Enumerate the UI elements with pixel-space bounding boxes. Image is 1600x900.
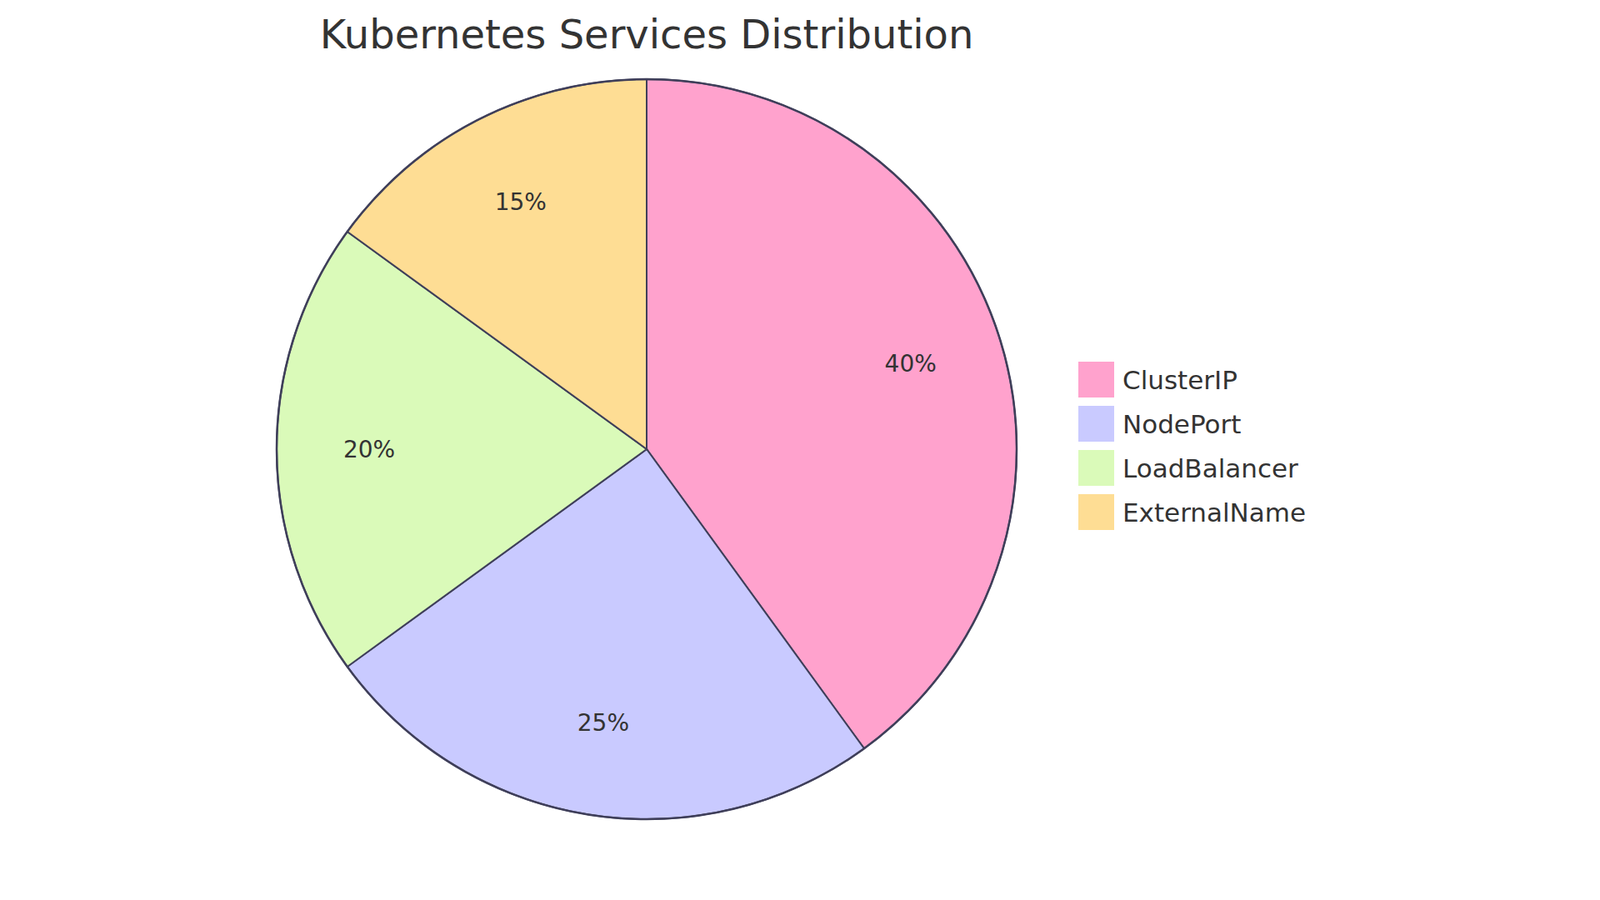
legend-swatch <box>1078 361 1115 398</box>
legend-item: LoadBalancer <box>1078 450 1299 486</box>
legend: ClusterIP NodePort LoadBalancer ExternalNam… <box>1078 361 1306 530</box>
data-label: 40% <box>885 350 937 378</box>
pie: 40% 25% 20% 15% <box>276 79 1017 820</box>
legend-swatch <box>1078 405 1115 442</box>
legend-label: ExternalName <box>1122 497 1306 528</box>
data-label: 15% <box>495 188 547 216</box>
pie-slice <box>347 79 647 450</box>
legend-label: LoadBalancer <box>1122 453 1299 484</box>
legend-swatch <box>1078 494 1115 530</box>
title: Kubernetes Services Distribution <box>320 10 975 58</box>
legend-item: NodePort <box>1078 405 1241 442</box>
legend-item: ClusterIP <box>1078 361 1238 398</box>
data-label: 20% <box>343 435 395 464</box>
pie-outline <box>276 79 1017 820</box>
data-label: 25% <box>577 709 630 737</box>
chart: Kubernetes Services Distribution 40% 25% 20… <box>0 0 1600 900</box>
legend-label: NodePort <box>1122 409 1241 440</box>
legend-swatch <box>1078 450 1115 486</box>
legend-label: ClusterIP <box>1122 365 1238 395</box>
legend-item: ExternalName <box>1078 494 1306 530</box>
